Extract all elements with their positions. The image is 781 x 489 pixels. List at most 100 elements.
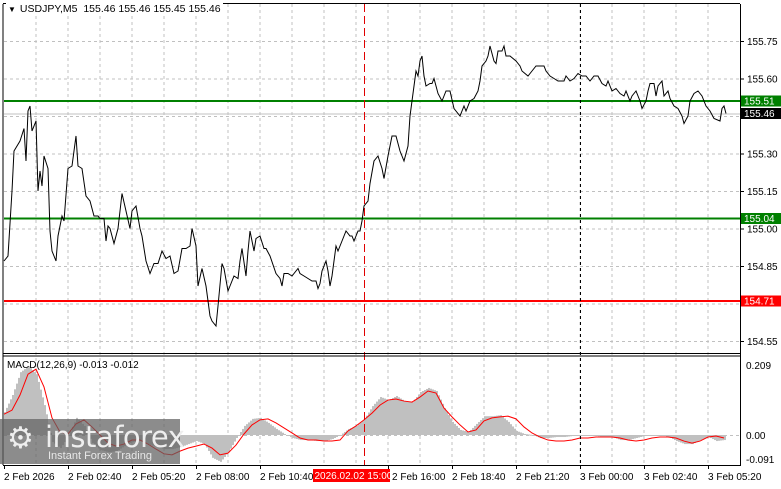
macd-histogram-bar xyxy=(384,398,386,435)
macd-histogram-bar xyxy=(242,428,244,435)
macd-histogram-bar xyxy=(586,435,588,437)
time-tick-label: 2 Feb 2026 xyxy=(4,472,55,483)
macd-histogram-bar xyxy=(386,399,388,435)
macd-histogram-bar xyxy=(338,435,340,437)
macd-histogram-bar xyxy=(212,435,214,458)
macd-histogram-bar xyxy=(274,427,276,435)
macd-tick-label: 0.00 xyxy=(746,431,766,442)
macd-histogram-bar xyxy=(634,435,636,439)
macd-histogram-bar xyxy=(190,435,192,444)
macd-histogram-bar xyxy=(420,391,422,435)
macd-histogram-bar xyxy=(334,435,336,439)
macd-histogram-bar xyxy=(524,433,526,435)
crosshair-time-label: 2026.02.02 15:00 xyxy=(315,471,393,482)
macd-histogram-bar xyxy=(368,412,370,435)
macd-histogram-bar xyxy=(450,418,452,435)
macd-histogram-bar xyxy=(262,419,264,435)
macd-histogram-bar xyxy=(712,435,714,440)
macd-histogram-bar xyxy=(376,401,378,435)
macd-histogram-bar xyxy=(690,435,692,445)
price-axis[interactable]: 155.75 155.60 155.30 155.15 155.00 154.85 154.… xyxy=(740,37,781,348)
macd-histogram-bar xyxy=(198,435,200,442)
macd-histogram-bar xyxy=(284,433,286,435)
macd-histogram-bar xyxy=(252,418,254,435)
macd-histogram-bar xyxy=(280,431,282,435)
macd-histogram-bar xyxy=(684,435,686,445)
macd-histogram-bar xyxy=(194,435,196,442)
macd-histogram-bar xyxy=(624,435,626,441)
macd-histogram-bar xyxy=(456,425,458,435)
macd-histogram-bar xyxy=(552,435,554,438)
macd-histogram-bar xyxy=(232,435,234,446)
macd-histogram-bar xyxy=(382,397,384,435)
time-axis[interactable]: 2 Feb 2026 2 Feb 02:40 2 Feb 05:20 2 Feb 08… xyxy=(4,465,762,483)
macd-histogram-bar xyxy=(560,435,562,438)
macd-histogram-bar xyxy=(658,435,660,436)
macd-histogram-bar xyxy=(562,435,564,438)
macd-histogram-bar xyxy=(254,418,256,435)
macd-histogram-bar xyxy=(490,416,492,435)
macd-histogram-bar xyxy=(480,420,482,435)
macd-histogram-bar xyxy=(372,406,374,435)
gear-icon: ⚙ xyxy=(7,422,34,455)
macd-histogram-bar xyxy=(596,435,598,437)
macd-histogram-bar xyxy=(608,435,610,438)
macd-histogram-bar xyxy=(618,435,620,440)
macd-histogram-bar xyxy=(510,424,512,435)
macd-histogram-bar xyxy=(580,435,582,437)
macd-histogram-bar xyxy=(290,435,292,438)
macd-histogram-bar xyxy=(708,435,710,438)
macd-histogram-bar xyxy=(506,420,508,435)
macd-histogram-bar xyxy=(328,435,330,441)
time-tick-label: 2 Feb 08:00 xyxy=(196,472,250,483)
macd-histogram-bar xyxy=(214,435,216,459)
macd-histogram-bar xyxy=(438,395,440,435)
macd-histogram-bar xyxy=(182,435,184,447)
macd-histogram-bar xyxy=(392,398,394,435)
macd-histogram-bar xyxy=(504,418,506,435)
macd-histogram-bar xyxy=(542,435,544,439)
macd-histogram-bar xyxy=(370,409,372,435)
macd-histogram-bar xyxy=(548,435,550,439)
macd-histogram-bar xyxy=(672,435,674,440)
macd-histogram-bar xyxy=(184,435,186,446)
macd-histogram-bar xyxy=(602,435,604,437)
macd-histogram-bar xyxy=(460,429,462,435)
macd-histogram-bar xyxy=(466,431,468,435)
macd-histogram-bar xyxy=(702,435,704,440)
macd-histogram-bar xyxy=(724,435,726,441)
macd-histogram-bar xyxy=(458,427,460,435)
macd-histogram-bar xyxy=(700,435,702,441)
macd-histogram-bar xyxy=(356,425,358,435)
dropdown-triangle-icon[interactable]: ▼ xyxy=(8,5,16,14)
macd-histogram-bar xyxy=(666,435,668,437)
macd-tick-label: -0.091 xyxy=(746,455,775,466)
crosshair-time-bg xyxy=(313,469,390,482)
time-tick-label: 2 Feb 10:40 xyxy=(260,472,314,483)
macd-histogram-bar xyxy=(574,435,576,437)
macd-histogram-bar xyxy=(418,394,420,435)
macd-histogram-bar xyxy=(600,435,602,437)
macd-histogram-bar xyxy=(518,431,520,435)
macd-histogram-bar xyxy=(678,435,680,442)
macd-header: MACD(12,26,9) -0.013 -0.012 xyxy=(7,360,139,371)
macd-histogram-bar xyxy=(630,435,632,440)
macd-histogram-bar xyxy=(704,435,706,439)
macd-histogram-bar xyxy=(444,408,446,435)
macd-histogram-bar xyxy=(498,415,500,435)
macd-histogram-bar xyxy=(180,435,182,448)
macd-histogram-bar xyxy=(436,390,438,435)
price-tick-label: 155.60 xyxy=(747,75,778,86)
macd-histogram-bar xyxy=(210,435,212,455)
time-tick-label: 2 Feb 18:40 xyxy=(452,472,506,483)
macd-histogram-bar xyxy=(240,431,242,435)
horizontal-levels[interactable] xyxy=(4,100,740,302)
macd-histogram-bar xyxy=(12,395,14,435)
macd-histogram-bar xyxy=(612,435,614,438)
macd-histogram-bar xyxy=(400,398,402,435)
macd-histogram-bar xyxy=(692,435,694,445)
macd-histogram-bar xyxy=(234,435,236,442)
macd-histogram-bar xyxy=(258,418,260,435)
macd-histogram-bar xyxy=(640,435,642,438)
